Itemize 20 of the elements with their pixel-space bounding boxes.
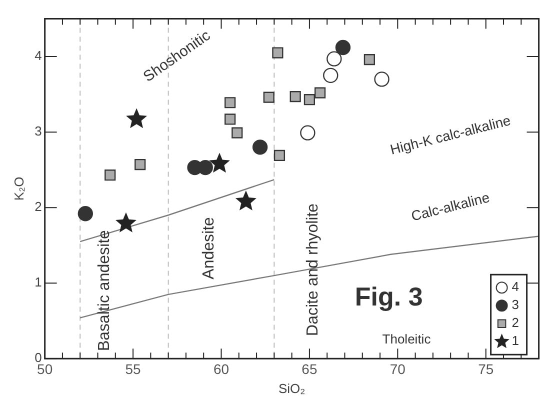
legend-label: 4 (512, 279, 520, 294)
legend-label: 3 (512, 297, 520, 312)
legend-label: 2 (512, 315, 520, 330)
x-tick-label: 60 (213, 360, 230, 377)
x-tick-label: 65 (302, 360, 318, 377)
y-tick-label: 4 (34, 48, 42, 64)
y-tick-label: 1 (34, 274, 42, 290)
annotation: Fig. 3 (354, 281, 423, 312)
x-tick-label: 70 (390, 360, 406, 377)
y-axis-title: K₂O (11, 176, 26, 201)
y-tick-label: 2 (34, 199, 42, 214)
annotation: Basaltic andesite (96, 230, 114, 352)
x-axis-title: SiO₂ (278, 380, 306, 396)
annotation: Tholeitic (382, 331, 432, 346)
x-tick-label: 55 (125, 360, 142, 377)
legend-label: 1 (512, 333, 520, 348)
annotation: Andesite (200, 216, 218, 280)
y-tick-label: 3 (34, 124, 42, 139)
x-tick-label: 75 (478, 360, 494, 377)
annotation: Dacite and rhyolite (304, 203, 322, 336)
